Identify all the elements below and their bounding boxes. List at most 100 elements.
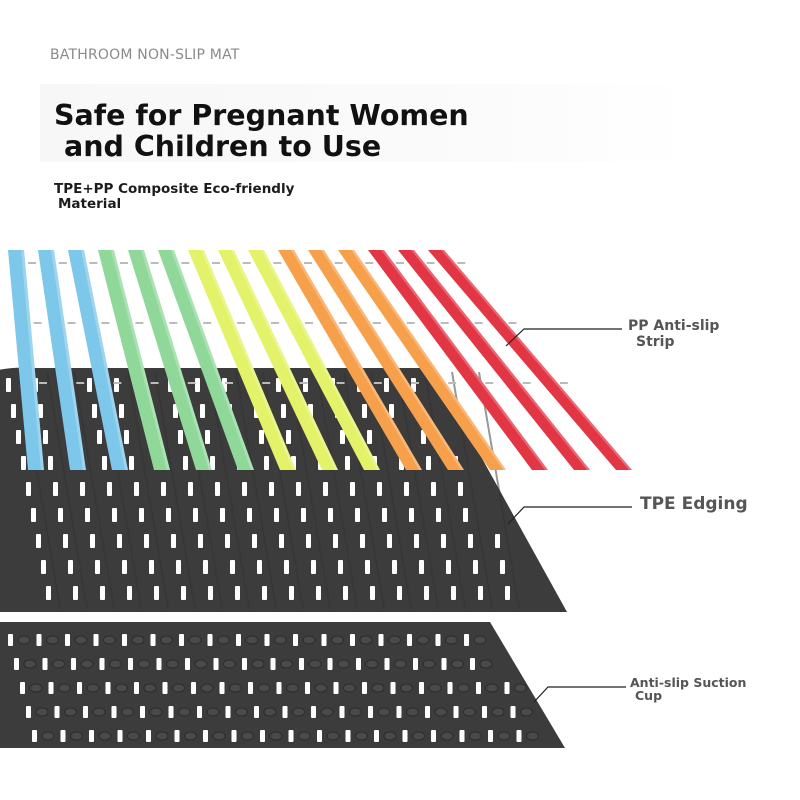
drain-slot <box>73 586 78 600</box>
drain-slot <box>166 508 171 522</box>
suction-cup <box>298 731 311 741</box>
suction-cup <box>41 731 55 741</box>
pp-strip <box>338 250 506 470</box>
drain-slot <box>144 534 149 548</box>
pp-strip-body <box>248 250 380 470</box>
drain-slot <box>365 560 370 574</box>
drain-slot <box>402 730 408 742</box>
strip-connector <box>273 262 282 264</box>
drain-slot <box>122 560 127 574</box>
drain-slot <box>188 482 193 496</box>
material-line-2: Material <box>58 196 122 212</box>
tpe-rib <box>316 371 358 609</box>
suction-cup <box>70 731 83 741</box>
drain-slot <box>284 560 289 574</box>
drain-slot <box>161 482 166 496</box>
pp-strip-highlight <box>81 250 128 470</box>
suction-cup <box>64 707 77 717</box>
drain-slot <box>195 378 200 392</box>
drain-slot <box>20 682 25 694</box>
drain-slot <box>311 706 316 718</box>
pp-strip <box>8 250 44 470</box>
drain-slot <box>114 378 119 392</box>
strip-connector <box>169 322 178 324</box>
pp-strip-body <box>68 250 128 470</box>
drain-slot <box>281 404 286 418</box>
drain-slot <box>124 430 129 444</box>
drain-slot <box>154 586 159 600</box>
suction-cup-leader <box>533 686 626 703</box>
suction-cup <box>377 707 391 717</box>
drain-slot <box>90 534 95 548</box>
suction-cup <box>406 707 419 717</box>
suction-cup <box>365 659 379 669</box>
drain-slot <box>463 508 468 522</box>
strip-connector <box>299 382 308 384</box>
pp-strip-body <box>308 250 464 470</box>
suction-cup <box>388 635 401 645</box>
strip-connector <box>262 382 271 384</box>
drain-slot <box>516 730 522 742</box>
drain-slot <box>128 658 133 670</box>
drain-slot <box>71 658 76 670</box>
pp-strip-highlight <box>111 250 170 470</box>
drain-slot <box>279 534 284 548</box>
pp-strip-body <box>338 250 506 470</box>
drain-slot <box>414 534 419 548</box>
strip-connector <box>58 262 67 264</box>
strip-connector <box>181 262 190 264</box>
drain-slot <box>505 586 510 600</box>
drain-slot <box>179 634 184 646</box>
pp-strip-highlight <box>261 250 380 470</box>
strip-connector <box>474 322 483 324</box>
tpe-rib <box>127 371 169 609</box>
drain-slot <box>311 560 316 574</box>
drain-slot <box>368 706 373 718</box>
suction-cup <box>343 683 356 693</box>
pp-strip <box>98 250 170 470</box>
drain-slot <box>248 682 253 694</box>
suction-cup <box>178 707 191 717</box>
strip-connector <box>89 262 98 264</box>
pp-strip <box>128 250 212 470</box>
drain-slot <box>168 706 174 718</box>
drain-slot <box>242 482 247 496</box>
tpe-edging-leader <box>507 506 632 525</box>
drain-slot <box>83 706 88 718</box>
drain-slot <box>11 404 16 418</box>
drain-slot <box>350 634 355 646</box>
suction-cup <box>331 635 344 645</box>
suction-cup <box>314 683 328 693</box>
drain-slot <box>21 456 26 470</box>
drain-slot <box>306 534 311 548</box>
drain-slot <box>215 482 220 496</box>
drain-slot <box>333 534 338 548</box>
suction-cup <box>212 731 226 741</box>
suction-cup <box>241 731 254 741</box>
pp-strip <box>398 250 590 470</box>
drain-slot <box>220 508 225 522</box>
drain-slot <box>468 534 473 548</box>
pp-strip <box>158 250 254 470</box>
strip-connector <box>395 262 404 264</box>
suction-cup <box>412 731 425 741</box>
suction-cup <box>355 731 368 741</box>
drain-slot <box>171 534 176 548</box>
drain-slot <box>119 404 124 418</box>
tpe-rib <box>397 371 439 609</box>
drain-slot <box>236 634 241 646</box>
strip-connector <box>33 322 42 324</box>
strip-connector <box>448 382 457 384</box>
pp-strip-highlight <box>231 250 338 470</box>
pp-strip-body <box>98 250 170 470</box>
drain-slot <box>225 534 230 548</box>
drain-slot <box>392 560 397 574</box>
suction-cup <box>292 707 305 717</box>
drain-slot <box>176 560 181 574</box>
strip-connector <box>338 322 347 324</box>
tpe-edging-label: TPE Edging <box>640 494 748 514</box>
suction-cup <box>17 635 31 645</box>
drain-slot <box>254 706 259 718</box>
drain-slot <box>6 378 11 392</box>
drain-slot <box>174 730 180 742</box>
